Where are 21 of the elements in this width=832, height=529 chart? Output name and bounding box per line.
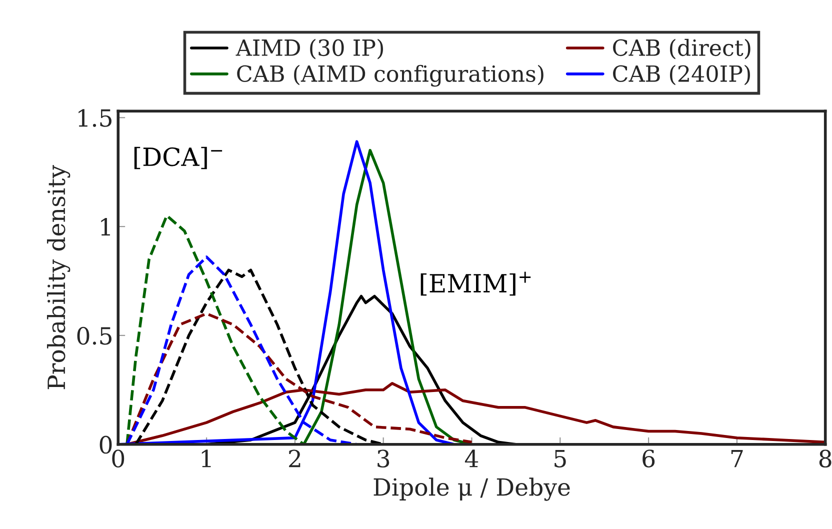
x-axis-title: Dipole μ / Debye (374, 478, 570, 501)
x-tick-label: 6 (642, 450, 655, 468)
legend-label: CAB (AIMD configurations) (237, 64, 544, 87)
x-tick-label: 3 (378, 450, 390, 468)
x-tick-label: 0 (112, 450, 124, 468)
legend-label: CAB (direct) (613, 38, 750, 60)
y-tick-label: 1.5 (78, 109, 112, 127)
x-tick-label: 8 (819, 450, 832, 468)
legend-label: AIMD (30 IP) (236, 38, 383, 60)
y-tick-label: 1 (101, 218, 110, 236)
legend-label: CAB (240IP) (613, 64, 750, 86)
x-tick-label: 2 (289, 450, 300, 468)
annotation: [DCA]$^{−}$ (134, 146, 222, 170)
x-tick-label: 4 (464, 450, 478, 468)
y-tick-label: 0 (100, 436, 112, 454)
y-axis-title: Probability density (46, 165, 70, 390)
y-tick-label: 0.5 (77, 326, 112, 345)
annotation: [EMIM]$^{+}$ (420, 272, 531, 296)
x-tick-label: 7 (731, 450, 743, 468)
x-tick-label: 5 (554, 450, 566, 468)
x-tick-label: 1 (202, 450, 211, 468)
